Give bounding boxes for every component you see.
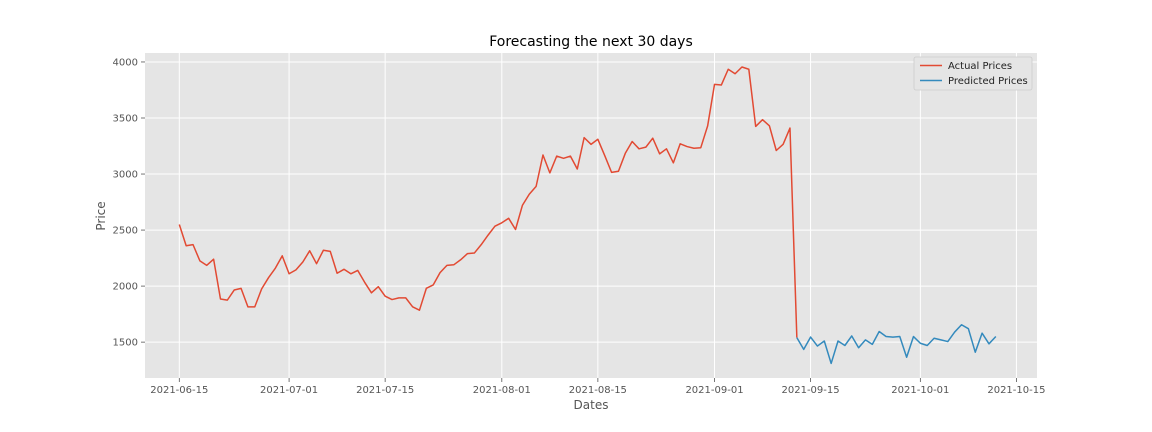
x-tick-label: 2021-09-15 bbox=[782, 385, 840, 396]
series-line-predicted-prices bbox=[796, 324, 997, 365]
series-line-actual-prices bbox=[178, 66, 798, 338]
x-tick-label: 2021-10-01 bbox=[891, 385, 949, 396]
x-tick-label: 2021-06-15 bbox=[150, 385, 208, 396]
plot-background bbox=[145, 53, 1037, 378]
chart-title: Forecasting the next 30 days bbox=[489, 34, 693, 50]
x-axis-label: Dates bbox=[574, 398, 609, 412]
grid-lines bbox=[145, 53, 1037, 378]
axis-ticks: 2021-06-15 2021-07-01 2021-07-15 2021-08-01… bbox=[113, 57, 1046, 396]
x-tick-label: 2021-08-15 bbox=[569, 385, 627, 396]
y-tick-label: 2500 bbox=[113, 226, 138, 237]
x-tick-label: 2021-09-01 bbox=[685, 385, 743, 396]
y-axis-label: Price bbox=[94, 201, 108, 230]
legend-box bbox=[913, 56, 1033, 91]
x-tick-label: 2021-08-01 bbox=[473, 385, 531, 396]
y-tick-label: 3500 bbox=[113, 114, 138, 125]
legend: Actual Prices Predicted Prices bbox=[913, 56, 1033, 91]
y-tick-label: 2000 bbox=[113, 282, 138, 293]
x-tick-label: 2021-07-15 bbox=[356, 385, 414, 396]
y-tick-label: 1500 bbox=[113, 338, 138, 349]
y-tick-label: 3000 bbox=[113, 170, 138, 181]
legend-label-predicted-prices: Predicted Prices bbox=[948, 76, 1028, 87]
y-tick-label: 4000 bbox=[113, 57, 138, 68]
series-lines bbox=[178, 66, 997, 365]
x-tick-label: 2021-07-01 bbox=[260, 385, 318, 396]
legend-label-actual-prices: Actual Prices bbox=[948, 61, 1012, 72]
x-tick-label: 2021-10-15 bbox=[987, 385, 1045, 396]
